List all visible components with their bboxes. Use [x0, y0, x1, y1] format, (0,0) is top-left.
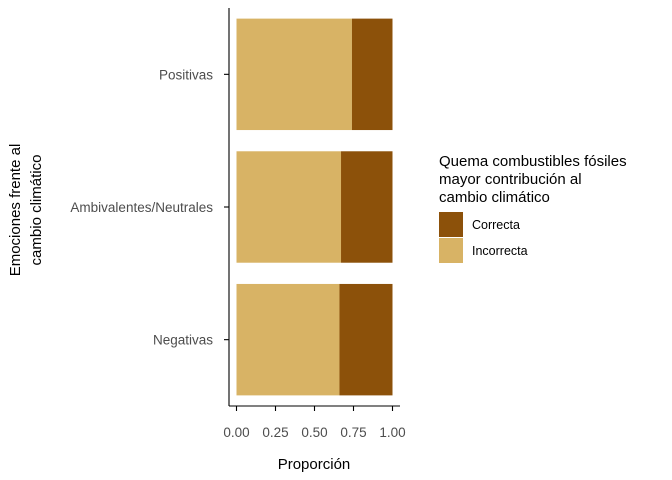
bar-incorrecta-2 — [236, 283, 340, 396]
legend: Quema combustibles fósiles mayor contrib… — [439, 153, 627, 263]
x-axis-ticks: 0.00 0.25 0.50 0.75 1.00 — [223, 406, 406, 440]
y-tick-label: Ambivalentes/Neutrales — [70, 200, 213, 215]
x-tick-label: 0.00 — [223, 425, 249, 440]
y-axis-ticks: Positivas Ambivalentes/Neutrales Negativas — [70, 67, 229, 348]
legend-swatch-correcta — [439, 212, 463, 237]
x-axis-title: Proporción — [278, 456, 351, 473]
bar-group — [236, 18, 393, 396]
legend-title-line-2: mayor contribución al — [439, 171, 582, 188]
y-tick-label: Negativas — [153, 333, 213, 348]
legend-keys: Correcta Incorrecta — [439, 212, 528, 263]
legend-label-incorrecta: Incorrecta — [472, 244, 528, 258]
y-tick-label: Positivas — [159, 67, 213, 82]
legend-title-line-3: cambio climático — [439, 189, 550, 206]
x-tick-label: 1.00 — [379, 425, 405, 440]
x-tick-label: 0.75 — [340, 425, 366, 440]
bar-incorrecta-0 — [236, 18, 352, 131]
y-axis-title-line-1: Emociones frente al — [7, 144, 24, 277]
bar-correcta-0 — [351, 18, 393, 131]
legend-title-line-1: Quema combustibles fósiles — [439, 153, 627, 170]
bar-correcta-1 — [341, 151, 393, 263]
legend-label-correcta: Correcta — [472, 218, 520, 232]
y-axis-title-line-2: cambio climático — [28, 155, 45, 266]
x-tick-label: 0.50 — [301, 425, 327, 440]
x-tick-label: 0.25 — [262, 425, 288, 440]
y-axis-title: Emociones frente al cambio climático — [7, 144, 45, 277]
legend-swatch-incorrecta — [439, 238, 463, 263]
bar-correcta-2 — [339, 283, 393, 396]
bar-incorrecta-1 — [236, 151, 342, 263]
